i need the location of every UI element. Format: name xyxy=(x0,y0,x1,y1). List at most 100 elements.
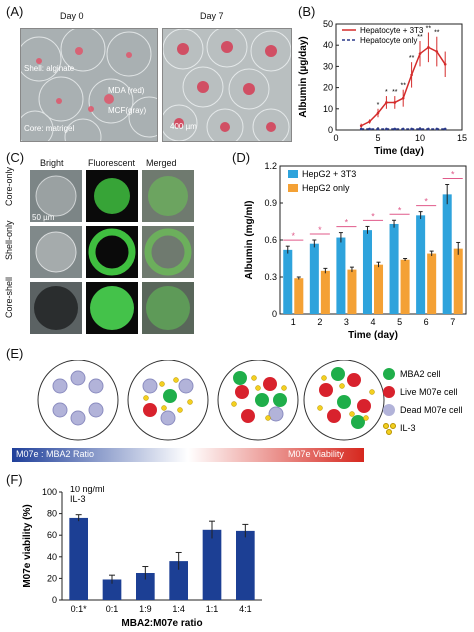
live-m07e-cell xyxy=(327,409,341,423)
x-tick-label: 3 xyxy=(344,317,349,327)
data-point xyxy=(368,127,371,131)
data-point xyxy=(368,120,371,123)
legend-swatch xyxy=(383,386,395,398)
x-tick-label: 10 xyxy=(415,133,425,143)
significance-mark: ** xyxy=(409,55,415,62)
legend-il3-icon xyxy=(390,423,396,429)
bar xyxy=(374,264,384,314)
bar xyxy=(136,573,155,600)
row-core-shell: Core-shell xyxy=(4,276,14,318)
data-point xyxy=(427,46,430,49)
col-bright: Bright xyxy=(40,158,64,168)
il3-dot xyxy=(265,415,271,421)
bar xyxy=(336,237,346,314)
y-tick-label: 60 xyxy=(47,530,57,540)
il3-dot xyxy=(251,375,257,381)
legend-swatch xyxy=(383,404,395,416)
bar xyxy=(202,529,222,600)
bar xyxy=(236,530,255,600)
legend-swatch xyxy=(288,170,298,178)
panel-a-label: (A) xyxy=(6,4,24,19)
data-point xyxy=(427,127,430,131)
y-tick-label: 0.6 xyxy=(264,235,277,245)
live-m07e-cell xyxy=(319,383,333,397)
live-m07e-cell xyxy=(263,377,277,391)
panel-b-label: (B) xyxy=(298,4,316,19)
bar xyxy=(389,223,399,314)
data-point xyxy=(393,101,397,104)
col-merged: Merged xyxy=(146,158,177,168)
legend-il3-icon xyxy=(383,423,389,429)
x-tick-label: 0:1 xyxy=(106,604,119,614)
x-tick-label: 4 xyxy=(370,317,375,327)
mda-label: MDA (red) xyxy=(108,86,145,95)
y-tick-label: 80 xyxy=(47,509,57,519)
legend-label: HepG2 only xyxy=(302,183,350,193)
y-axis-label: Albumin (µg/day) xyxy=(298,36,309,117)
x-tick-label: 15 xyxy=(457,133,467,143)
y-tick-label: 10 xyxy=(323,104,333,114)
x-tick-label: 6 xyxy=(424,317,429,327)
scale-400: 400 µm xyxy=(170,122,197,131)
x-tick-label: 4:1 xyxy=(239,604,252,614)
x-tick-label: 1:4 xyxy=(172,604,185,614)
il3-dot xyxy=(173,377,179,383)
il3-dot xyxy=(321,375,327,381)
il3-dot xyxy=(255,385,261,391)
mcf-label: MCF(gray) xyxy=(108,106,147,115)
bar xyxy=(283,249,293,314)
il3-dot xyxy=(281,385,287,391)
y-tick-label: 40 xyxy=(323,40,333,50)
x-tick-label: 0:1* xyxy=(71,604,88,614)
x-tick-label: 1:1 xyxy=(206,604,219,614)
bar xyxy=(69,517,88,600)
y-tick-label: 0 xyxy=(272,309,277,319)
legend-label: IL-3 xyxy=(400,423,416,433)
bar xyxy=(347,269,357,314)
data-point xyxy=(418,52,422,55)
dead-m07e-cell xyxy=(142,378,158,394)
x-axis-label: MBA2:M07e ratio xyxy=(121,618,202,629)
scale-50: 50 µm xyxy=(32,213,55,222)
live-m07e-cell xyxy=(241,409,255,423)
bar xyxy=(362,230,372,314)
data-point xyxy=(418,127,422,131)
capsules-day7 xyxy=(163,29,291,141)
data-point xyxy=(359,127,363,131)
bar xyxy=(102,579,122,600)
significance-mark: * xyxy=(424,197,428,207)
y-tick-label: 40 xyxy=(47,552,57,562)
panel-c-label: (C) xyxy=(6,150,25,165)
x-axis-label: Time (day) xyxy=(374,146,424,157)
significance-mark: ** xyxy=(392,89,398,96)
col-fluorescent: Fluorescent xyxy=(88,158,136,168)
panel-d-label: (D) xyxy=(232,150,251,165)
data-point xyxy=(401,96,405,100)
x-tick-label: 5 xyxy=(397,317,402,327)
data-point xyxy=(410,127,413,131)
il3-dot xyxy=(317,405,323,411)
day0-label: Day 0 xyxy=(60,11,84,21)
significance-mark: ** xyxy=(417,34,423,41)
significance-mark: ** xyxy=(434,30,440,37)
bar xyxy=(309,243,319,314)
panel-f-label: (F) xyxy=(6,472,23,487)
x-tick-label: 0 xyxy=(333,133,338,143)
legend-il3-icon xyxy=(386,429,392,435)
mba2-cell xyxy=(273,393,287,407)
gradient-right-label: M07e Viability xyxy=(288,449,344,459)
x-tick-label: 5 xyxy=(375,133,380,143)
dead-m07e-cell xyxy=(88,378,104,394)
capsules-day0 xyxy=(21,29,157,141)
legend-swatch xyxy=(383,368,395,380)
shell-label: Shell: alginate xyxy=(24,64,75,73)
dead-m07e-cell xyxy=(70,410,86,426)
legend-label: Dead M07e cell xyxy=(400,405,463,415)
bar xyxy=(427,253,437,314)
y-tick-label: 0.9 xyxy=(264,198,277,208)
live-m07e-cell xyxy=(357,399,371,413)
mba2-cell xyxy=(351,415,365,429)
y-tick-label: 0.3 xyxy=(264,272,277,282)
il3-dot xyxy=(231,401,237,407)
dead-m07e-cell xyxy=(52,402,68,418)
